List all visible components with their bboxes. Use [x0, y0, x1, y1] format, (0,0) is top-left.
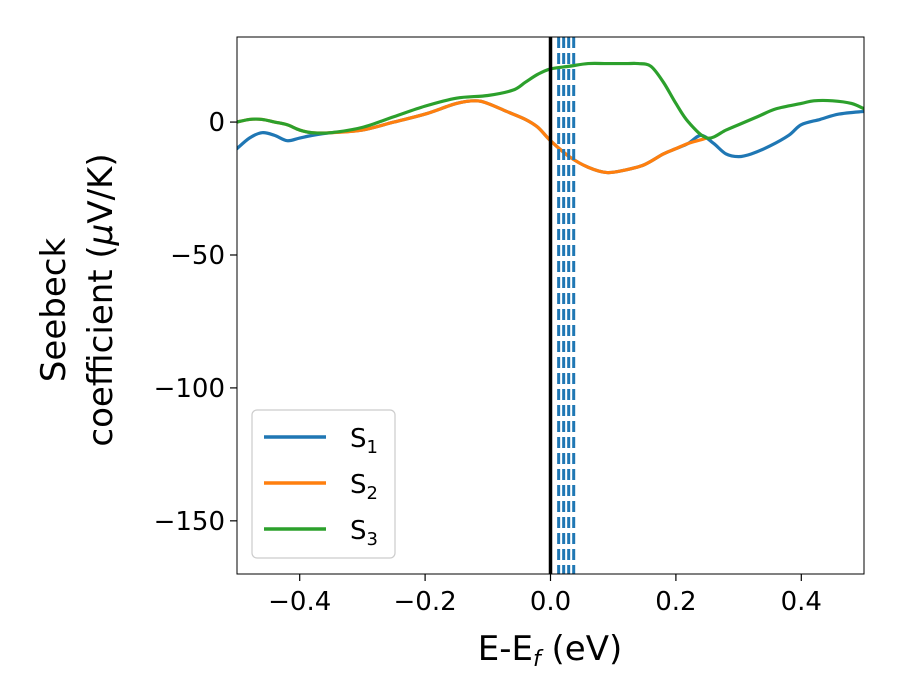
legend-label-s3: S3: [350, 516, 378, 550]
x-tick-label: −0.2: [394, 587, 457, 617]
y-axis-title: Seebeck coefficient (μV/K): [34, 153, 121, 446]
y-tick-label: −100: [154, 374, 225, 404]
y-tick-label: −150: [154, 507, 225, 537]
y-axis: 0 −50 −100 −150: [154, 108, 237, 537]
x-axis-title-subscript: f: [533, 647, 544, 672]
x-axis: −0.4 −0.2 0.0 0.2 0.4: [268, 574, 822, 617]
y-axis-title-line1-text: Seebeck: [34, 238, 74, 383]
x-tick-label: 0.0: [530, 587, 571, 617]
legend-label-s2: S2: [350, 470, 378, 504]
y-axis-title-mu: μ: [81, 224, 121, 247]
plot-area: [237, 37, 864, 574]
x-axis-title-unit: (eV): [541, 629, 623, 669]
series-line-s3: [237, 61, 864, 140]
x-tick-label: 0.4: [781, 587, 822, 617]
y-tick-label: −50: [170, 241, 225, 271]
y-axis-title-suffix: V/K): [81, 153, 121, 223]
x-axis-title-main: E-E: [478, 629, 533, 669]
x-axis-title: E-Ef (eV): [478, 629, 623, 672]
legend-label-s1: S1: [350, 424, 378, 458]
x-tick-label: −0.4: [268, 587, 331, 617]
x-tick-label: 0.2: [655, 587, 696, 617]
legend: S1 S2 S3: [251, 409, 396, 559]
y-axis-title-line2: coefficient (μV/K): [81, 153, 121, 446]
y-tick-label: 0: [208, 108, 225, 138]
y-axis-title-prefix: coefficient (: [81, 245, 121, 446]
plot-content: [237, 37, 864, 574]
y-axis-title-line1: Seebeck: [34, 238, 74, 383]
